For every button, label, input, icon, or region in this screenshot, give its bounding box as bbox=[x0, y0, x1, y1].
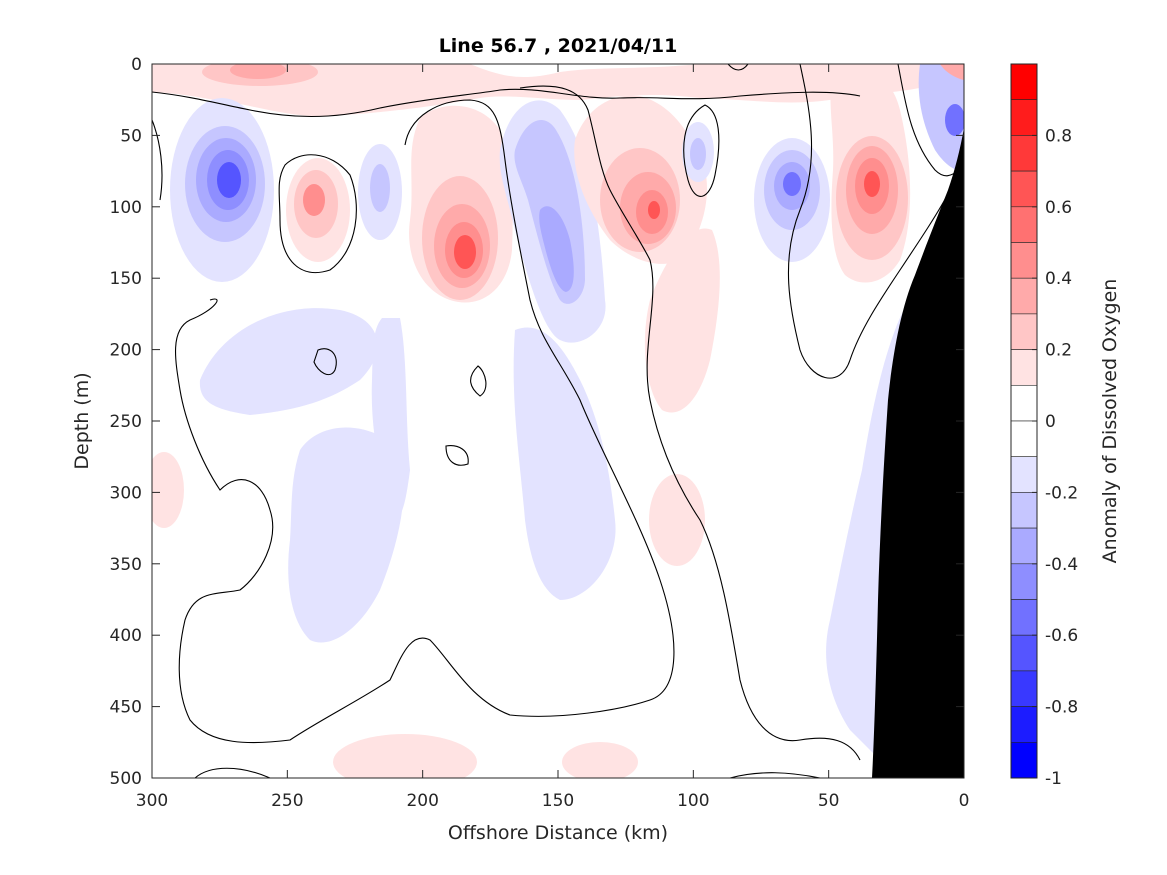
contour-line bbox=[897, 64, 961, 177]
x-axis-ticks: 300 250 200 150 100 50 0 bbox=[136, 64, 970, 811]
x-tick-label: 150 bbox=[542, 791, 574, 811]
y-tick-label: 50 bbox=[120, 126, 142, 146]
negative-mid-region bbox=[288, 427, 404, 643]
colorbar-swatch bbox=[1010, 634, 1038, 672]
colorbar-tick-label: -0.2 bbox=[1045, 483, 1078, 503]
positive-blob-95-deep bbox=[649, 474, 705, 566]
colorbar-swatch bbox=[1010, 135, 1038, 172]
colorbar-swatch bbox=[1010, 599, 1038, 636]
y-tick-label: 250 bbox=[110, 412, 142, 432]
contour-fill-layer bbox=[152, 64, 964, 778]
colorbar-tick-label: 0.8 bbox=[1045, 126, 1072, 146]
contour-line bbox=[683, 104, 720, 197]
chart-title: Line 56.7 , 2021/04/11 bbox=[439, 35, 678, 57]
x-axis-label: Offshore Distance (km) bbox=[448, 822, 668, 844]
y-axis-label: Depth (m) bbox=[71, 372, 93, 469]
contour-lines bbox=[152, 64, 961, 778]
land-mask-shelf bbox=[872, 128, 964, 778]
y-axis-ticks: 0 50 100 150 200 250 300 350 400 450 500 bbox=[110, 55, 964, 789]
colorbar-tick-label: -1 bbox=[1045, 769, 1062, 789]
contour-line bbox=[445, 445, 469, 466]
colorbar-label: Anomaly of Dissolved Oxygen bbox=[1099, 279, 1121, 564]
contour-line bbox=[194, 767, 271, 778]
deep-negative-region-2 bbox=[513, 327, 616, 600]
colorbar-swatch bbox=[1010, 492, 1038, 529]
negative-west-region bbox=[199, 308, 378, 415]
contour-line bbox=[152, 88, 861, 118]
y-tick-label: 400 bbox=[110, 626, 142, 646]
colorbar-swatch bbox=[1010, 741, 1038, 779]
y-tick-label: 100 bbox=[110, 198, 142, 218]
y-tick-label: 300 bbox=[110, 483, 142, 503]
positive-blob-bottom bbox=[333, 734, 477, 778]
colorbar-swatch bbox=[1010, 99, 1038, 136]
colorbar-swatch bbox=[1010, 706, 1038, 743]
contour-line bbox=[278, 154, 357, 274]
y-tick-label: 200 bbox=[110, 341, 142, 361]
contour-line bbox=[152, 119, 163, 201]
y-tick-label: 450 bbox=[110, 698, 142, 718]
colorbar-tick-label: -0.8 bbox=[1045, 698, 1078, 718]
positive-blob-240-c bbox=[303, 184, 325, 216]
colorbar-swatch bbox=[1010, 670, 1038, 707]
positive-blob-bottom-2 bbox=[562, 742, 638, 778]
surface-positive-anomaly bbox=[152, 64, 960, 117]
colorbar-tick-label: 0.6 bbox=[1045, 198, 1072, 218]
colorbar-swatch bbox=[1010, 420, 1038, 458]
x-tick-label: 50 bbox=[818, 791, 840, 811]
contour-line bbox=[175, 99, 675, 744]
surface-positive-inner bbox=[230, 64, 286, 79]
contour-line bbox=[727, 64, 749, 71]
x-tick-label: 100 bbox=[677, 791, 709, 811]
positive-blob-34-e bbox=[864, 171, 880, 197]
y-tick-label: 0 bbox=[131, 55, 142, 75]
coastal-positive-corner bbox=[940, 64, 964, 80]
contour-line bbox=[729, 772, 821, 778]
x-tick-label: 300 bbox=[136, 791, 168, 811]
y-tick-label: 500 bbox=[110, 769, 142, 789]
contour-line bbox=[519, 85, 861, 761]
colorbar-tick-label: -0.4 bbox=[1045, 555, 1078, 575]
negative-blob-65-d bbox=[783, 172, 801, 196]
colorbar-swatch bbox=[1010, 563, 1038, 600]
colorbar-swatch bbox=[1010, 206, 1038, 243]
colorbar-swatch bbox=[1010, 527, 1038, 565]
y-tick-label: 150 bbox=[110, 269, 142, 289]
colorbar-tick-label: 0.2 bbox=[1045, 341, 1072, 361]
positive-blob-305-west bbox=[152, 452, 184, 528]
x-tick-label: 250 bbox=[271, 791, 303, 811]
colorbar: 0.8 0.6 0.4 0.2 0 -0.2 -0.4 -0.6 -0.8 -1 Anomaly … bbox=[1010, 63, 1121, 789]
negative-blob-228-core bbox=[370, 164, 390, 212]
colorbar-swatch bbox=[1010, 313, 1038, 350]
coastal-negative-core bbox=[945, 104, 964, 136]
colorbar-swatch bbox=[1010, 242, 1038, 279]
contour-line bbox=[787, 64, 951, 379]
colorbar-swatch bbox=[1010, 63, 1038, 101]
colorbar-swatch bbox=[1010, 384, 1038, 422]
colorbar-tick-label: -0.6 bbox=[1045, 626, 1078, 646]
colorbar-swatch bbox=[1010, 349, 1038, 386]
colorbar-swatch bbox=[1010, 456, 1038, 493]
y-tick-label: 350 bbox=[110, 555, 142, 575]
colorbar-ticks: 0.8 0.6 0.4 0.2 0 -0.2 -0.4 -0.6 -0.8 -1 bbox=[1032, 126, 1078, 789]
coastal-negative-top bbox=[918, 64, 964, 171]
colorbar-tick-label: 0.4 bbox=[1045, 269, 1072, 289]
colorbar-swatches bbox=[1010, 63, 1038, 779]
positive-blob-182-e bbox=[454, 235, 476, 269]
colorbar-swatch bbox=[1010, 170, 1038, 208]
contour-line bbox=[313, 348, 337, 376]
positive-tongue-100 bbox=[644, 228, 720, 413]
positive-blob-115-e bbox=[648, 201, 660, 219]
negative-blob-272-e bbox=[217, 162, 241, 198]
plot-area bbox=[151, 63, 965, 779]
x-tick-label: 0 bbox=[959, 791, 970, 811]
colorbar-swatch bbox=[1010, 277, 1038, 315]
colorbar-tick-label: 0 bbox=[1045, 412, 1056, 432]
x-tick-label: 200 bbox=[406, 791, 438, 811]
contour-line bbox=[470, 365, 487, 397]
negative-blob-98-core bbox=[690, 138, 706, 170]
negative-tongue-150-c bbox=[539, 206, 574, 292]
